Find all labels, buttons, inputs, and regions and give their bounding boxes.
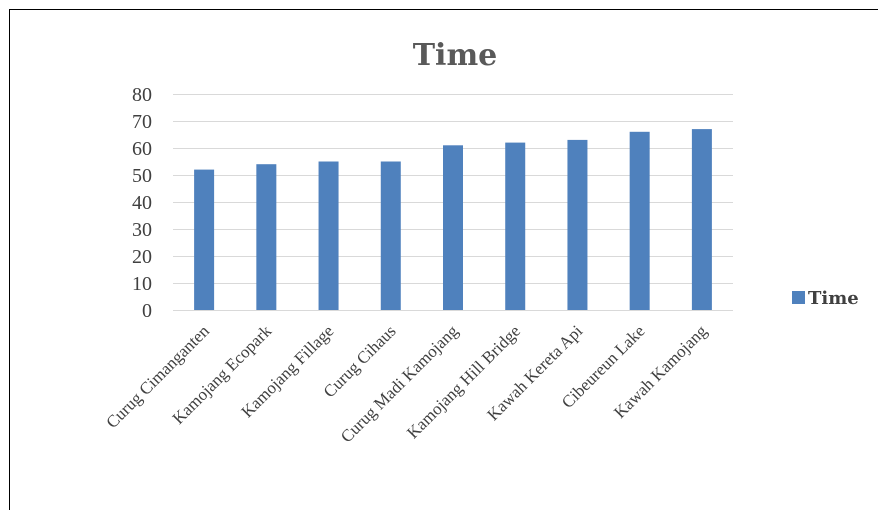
bar — [691, 129, 712, 310]
y-tick-label: 20 — [132, 246, 152, 268]
y-tick-label: 50 — [132, 165, 152, 187]
bar — [629, 131, 650, 310]
y-tick-label: 70 — [132, 111, 152, 133]
bar — [194, 169, 215, 310]
legend: Time — [792, 288, 859, 309]
legend-label: Time — [808, 288, 859, 309]
chart-title: Time — [413, 38, 498, 73]
y-tick-label: 40 — [132, 192, 152, 214]
legend-swatch — [792, 291, 805, 304]
y-tick-label: 10 — [132, 273, 152, 295]
bar — [256, 164, 277, 310]
y-tick-label: 80 — [132, 84, 152, 106]
bar — [443, 145, 463, 310]
bar — [505, 142, 526, 310]
bars — [194, 129, 712, 310]
y-axis-ticks: 0 10 20 30 40 50 60 70 80 — [132, 84, 152, 322]
y-tick-label: 60 — [132, 138, 152, 160]
bar — [567, 139, 588, 310]
bar — [318, 161, 339, 310]
y-tick-label: 0 — [142, 300, 152, 322]
y-tick-label: 30 — [132, 219, 152, 241]
bar — [380, 161, 401, 310]
